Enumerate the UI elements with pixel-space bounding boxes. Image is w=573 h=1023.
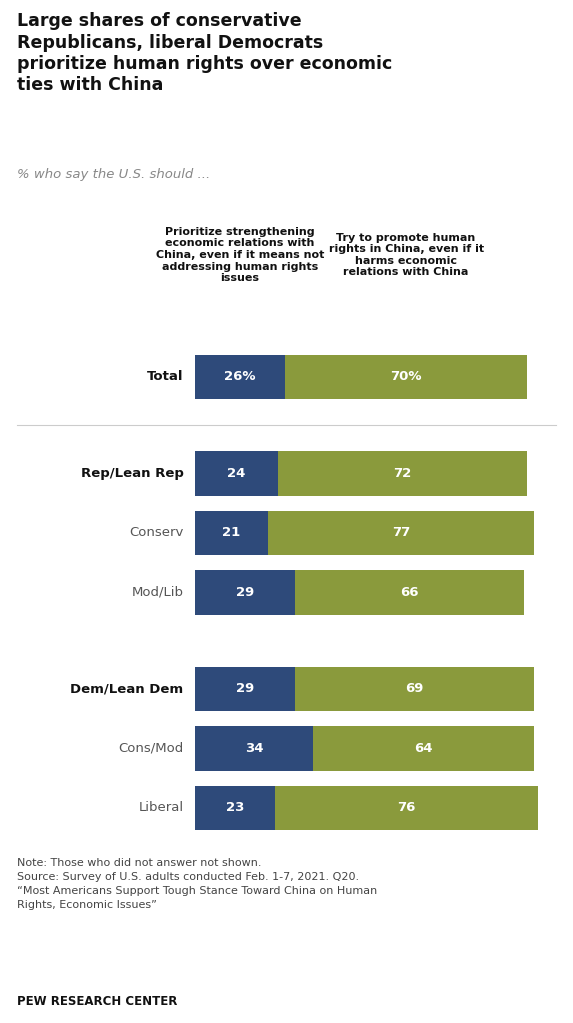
Text: 70%: 70% xyxy=(390,370,422,384)
Text: PEW RESEARCH CENTER: PEW RESEARCH CENTER xyxy=(17,995,178,1008)
Bar xyxy=(195,570,295,615)
Text: 72: 72 xyxy=(394,466,412,480)
Text: 69: 69 xyxy=(406,682,424,696)
Text: 76: 76 xyxy=(397,801,415,814)
Bar xyxy=(195,786,274,830)
Text: 23: 23 xyxy=(226,801,244,814)
Text: 29: 29 xyxy=(236,682,254,696)
Text: 26%: 26% xyxy=(224,370,256,384)
Bar xyxy=(278,451,527,496)
Bar xyxy=(274,786,537,830)
Bar xyxy=(195,667,295,711)
Text: Try to promote human
rights in China, even if it
harms economic
relations with C: Try to promote human rights in China, ev… xyxy=(328,232,484,277)
Bar xyxy=(295,570,524,615)
Text: % who say the U.S. should ...: % who say the U.S. should ... xyxy=(17,168,210,181)
Bar xyxy=(295,667,534,711)
Text: Note: Those who did not answer not shown.
Source: Survey of U.S. adults conducte: Note: Those who did not answer not shown… xyxy=(17,858,378,910)
Text: Prioritize strengthening
economic relations with
China, even if it means not
add: Prioritize strengthening economic relati… xyxy=(156,227,324,283)
Text: Rep/Lean Rep: Rep/Lean Rep xyxy=(81,466,183,480)
Text: 66: 66 xyxy=(401,586,419,598)
Text: Conserv: Conserv xyxy=(129,527,183,539)
Bar xyxy=(195,726,313,770)
Text: 77: 77 xyxy=(392,527,410,539)
Bar xyxy=(195,451,278,496)
Text: 24: 24 xyxy=(227,466,246,480)
Bar xyxy=(268,510,534,555)
Text: 34: 34 xyxy=(245,742,263,755)
Text: Dem/Lean Dem: Dem/Lean Dem xyxy=(70,682,183,696)
Text: Large shares of conservative
Republicans, liberal Democrats
prioritize human rig: Large shares of conservative Republicans… xyxy=(17,12,393,94)
Text: Liberal: Liberal xyxy=(139,801,183,814)
Text: Total: Total xyxy=(147,370,183,384)
Text: Cons/Mod: Cons/Mod xyxy=(118,742,183,755)
Text: 29: 29 xyxy=(236,586,254,598)
Bar xyxy=(195,355,285,399)
Bar xyxy=(285,355,527,399)
Bar xyxy=(195,510,268,555)
Bar xyxy=(313,726,534,770)
Text: Mod/Lib: Mod/Lib xyxy=(132,586,183,598)
Text: 21: 21 xyxy=(222,527,241,539)
Text: 64: 64 xyxy=(414,742,433,755)
